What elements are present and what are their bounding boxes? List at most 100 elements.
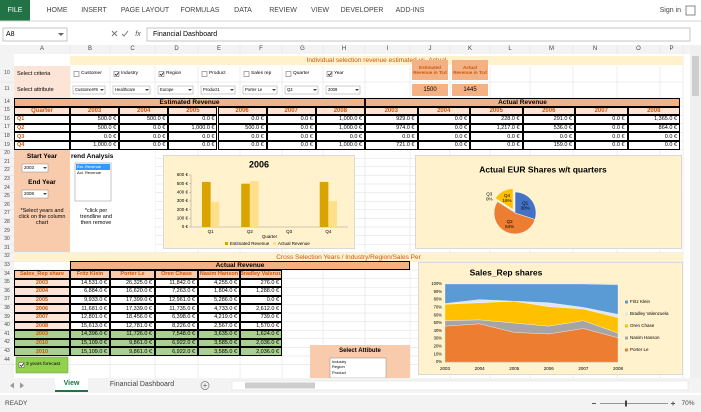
listbox-option[interactable]: Industry	[332, 359, 347, 364]
row-header[interactable]: 25	[4, 193, 10, 200]
row-header[interactable]: 31	[4, 244, 10, 251]
ribbon-tab[interactable]: INSERT	[81, 6, 107, 14]
row-header[interactable]: 11	[4, 86, 10, 93]
row-header[interactable]: 22	[4, 167, 10, 174]
ribbon-tab[interactable]: DEVELOPER	[340, 6, 384, 14]
dropdown[interactable]	[200, 85, 236, 95]
row-header[interactable]: 32	[4, 253, 10, 260]
checkbox[interactable]	[285, 71, 292, 77]
column-header[interactable]: L	[508, 46, 512, 53]
row-header[interactable]: 15	[4, 107, 10, 114]
column-header[interactable]: J	[428, 46, 432, 53]
checkbox[interactable]	[158, 71, 165, 77]
row-header[interactable]: 20	[4, 150, 10, 157]
row-header[interactable]: 29	[4, 227, 10, 234]
ribbon-tab[interactable]: VIEW	[311, 6, 329, 14]
row-header[interactable]: 41	[4, 330, 10, 337]
ribbon-tab[interactable]: PAGE LAYOUT	[120, 6, 170, 14]
column-header[interactable]: G	[300, 46, 305, 53]
row-header[interactable]: 14	[4, 98, 10, 105]
column-header[interactable]: A	[39, 46, 44, 53]
checkbox[interactable]	[18, 362, 25, 368]
ribbon-tab[interactable]: DATA	[234, 6, 252, 14]
row-header[interactable]: 38	[4, 304, 10, 311]
file-tab[interactable]: FILE	[7, 6, 23, 14]
ribbon-tab[interactable]: FORMULAS	[180, 6, 220, 14]
new-sheet-button[interactable]	[200, 381, 210, 390]
column-header[interactable]: F	[259, 46, 263, 53]
row-header[interactable]: 26	[4, 201, 10, 208]
column-header[interactable]: K	[467, 46, 472, 53]
column-header[interactable]: M	[549, 46, 554, 53]
row-label: 2003	[14, 278, 70, 288]
checkbox[interactable]	[243, 71, 250, 77]
row-header[interactable]: 24	[4, 184, 10, 191]
tab-scroll-right[interactable]	[20, 382, 24, 389]
dropdown[interactable]	[21, 163, 49, 173]
dropdown[interactable]	[21, 189, 49, 199]
column-header[interactable]: N	[592, 46, 598, 53]
ribbon-tab[interactable]: HOME	[46, 6, 68, 14]
h-scroll-thumb[interactable]	[245, 382, 315, 389]
column-header[interactable]: C	[130, 46, 135, 53]
column-header[interactable]: D	[174, 46, 179, 53]
name-box-text[interactable]: A8	[6, 30, 15, 38]
dropdown[interactable]	[157, 85, 194, 95]
dropdown[interactable]	[284, 85, 319, 95]
row-header[interactable]: 33	[4, 261, 10, 268]
sheet-tab[interactable]: Financial Dashboard	[109, 381, 175, 389]
dropdown[interactable]	[72, 85, 106, 95]
column-header[interactable]: H	[341, 46, 347, 53]
row-header[interactable]: 19	[4, 141, 10, 148]
v-scroll-thumb[interactable]	[692, 56, 699, 96]
row-header[interactable]: 18	[4, 132, 10, 139]
listbox-option[interactable]: Region	[332, 364, 345, 370]
checkbox[interactable]	[201, 71, 208, 77]
sheet-tab[interactable]: View	[55, 378, 88, 392]
legend-label: Bradley Valenzuela	[630, 311, 669, 316]
row-header[interactable]: 43	[4, 347, 10, 354]
zoom-plus[interactable]	[671, 401, 675, 406]
row-header[interactable]: 40	[4, 322, 10, 329]
row-header[interactable]: 37	[4, 296, 10, 303]
checkbox-label: 3 years forecast	[26, 362, 61, 368]
row-header[interactable]: 23	[4, 175, 10, 182]
table-cell: 0.0 €	[240, 295, 282, 305]
row-header[interactable]: 28	[4, 218, 10, 225]
row-header[interactable]: 10	[4, 70, 10, 77]
row-header[interactable]: 39	[4, 313, 10, 320]
column-header[interactable]: O	[636, 46, 641, 53]
tab-scroll-left[interactable]	[10, 382, 14, 389]
column-header[interactable]: P	[669, 46, 674, 53]
listbox-option[interactable]: Product	[332, 370, 346, 375]
row-header[interactable]: 42	[4, 339, 10, 346]
sign-in[interactable]: Sign in	[659, 6, 681, 14]
row-header[interactable]: 21	[4, 158, 10, 165]
ribbon-tab[interactable]: ADD-INS	[395, 6, 425, 14]
checkbox[interactable]	[73, 71, 80, 77]
row-header[interactable]: 27	[4, 210, 10, 217]
checkbox[interactable]	[113, 71, 120, 77]
row-header[interactable]: 36	[4, 287, 10, 294]
row-header[interactable]: 16	[4, 115, 10, 122]
listbox-option[interactable]: Act. Revenue	[77, 170, 102, 175]
ribbon-tab[interactable]: REVIEW	[269, 6, 297, 14]
row-header[interactable]: 30	[4, 236, 10, 243]
legend-label: Actual Revenue	[278, 241, 310, 246]
row-header[interactable]: 17	[4, 124, 10, 131]
listbox-option[interactable]: Est. Revenue	[76, 164, 110, 170]
row-header[interactable]: 34	[4, 270, 10, 277]
column-header[interactable]: E	[216, 46, 221, 53]
column-header[interactable]: I	[386, 46, 389, 53]
dropdown[interactable]	[112, 85, 151, 95]
zoom-thumb[interactable]	[625, 400, 627, 407]
checkbox-label: Year	[334, 71, 344, 77]
row-label: 2003	[14, 330, 70, 339]
row-header[interactable]: 35	[4, 279, 10, 286]
dropdown[interactable]	[325, 85, 361, 95]
row-header[interactable]: 44	[4, 356, 10, 363]
checkbox[interactable]	[326, 71, 333, 77]
column-header[interactable]: B	[87, 46, 92, 53]
dropdown[interactable]	[242, 85, 278, 95]
dropdown-value: Europe	[160, 86, 174, 92]
